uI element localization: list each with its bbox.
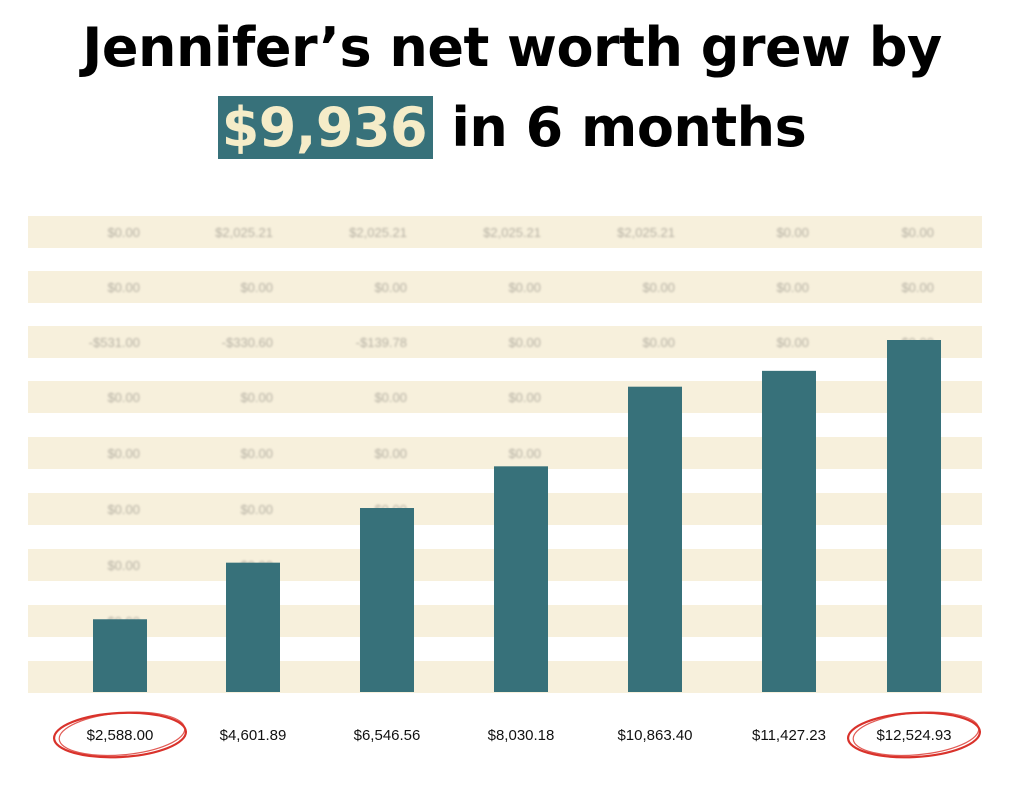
title-line-2: $9,936 in 6 months [0,88,1024,168]
background-cell: $0.00 [901,280,934,295]
background-cell: $0.00 [508,390,541,405]
highlight-circle [52,711,188,759]
value-label: $6,546.56 [354,727,421,744]
background-cell: $2,025.21 [215,225,273,240]
background-cell: $0.00 [240,280,273,295]
background-cell: $0.00 [776,225,809,240]
bar [628,386,682,692]
background-band [28,326,982,358]
background-cell: $0.00 [107,390,140,405]
chart-title: Jennifer’s net worth grew by $9,936 in 6… [0,8,1024,168]
background-cell: $0.00 [240,446,273,461]
background-cell: $0.00 [901,225,934,240]
background-cell: $0.00 [642,335,675,350]
highlight-circle [846,711,982,759]
background-cell: $0.00 [107,446,140,461]
value-label: $2,588.00 [87,727,154,744]
background-cell: $0.00 [508,446,541,461]
background-cell: $0.00 [642,280,675,295]
background-cell: -$531.00 [89,335,140,350]
bar [226,562,280,692]
background-cell: $2,025.21 [349,225,407,240]
bar [887,340,941,692]
background-cell: $0.00 [107,225,140,240]
value-label: $4,601.89 [220,727,287,744]
value-label: $10,863.40 [617,727,692,744]
value-label: $11,427.23 [752,727,826,744]
background-cell: $2,025.21 [617,225,675,240]
background-cell: $0.00 [107,502,140,517]
bar [494,466,548,692]
background-cell: $0.00 [776,280,809,295]
title-line-2-rest: in 6 months [451,96,807,159]
background-cell: $0.00 [374,446,407,461]
background-cell: $0.00 [508,280,541,295]
background-cell: $0.00 [508,335,541,350]
background-band [28,216,982,248]
background-cell: $0.00 [374,390,407,405]
bar [762,370,816,692]
background-cell: $0.00 [240,390,273,405]
growth-amount-highlight: $9,936 [217,96,434,159]
background-cell: $0.00 [776,335,809,350]
value-label: $12,524.93 [876,727,951,744]
background-cell: $0.00 [107,280,140,295]
value-label: $8,030.18 [488,727,555,744]
background-cell: -$330.60 [222,335,273,350]
value-labels: $2,588.00 $4,601.89 $6,546.56 $8,030.18 $10,… [87,727,952,744]
background-band [28,381,982,413]
bar [360,508,414,692]
bar [93,619,147,692]
background-band [28,437,982,469]
highlight-circles [52,711,982,759]
background-cell: $0.00 [374,280,407,295]
background-cell: $0.00 [107,558,140,573]
background-cell: -$139.78 [356,335,407,350]
background-cell: $2,025.21 [483,225,541,240]
bars [93,340,941,692]
title-line-1: Jennifer’s net worth grew by [82,16,942,79]
background-cell: $0.00 [240,502,273,517]
background-band [28,271,982,303]
